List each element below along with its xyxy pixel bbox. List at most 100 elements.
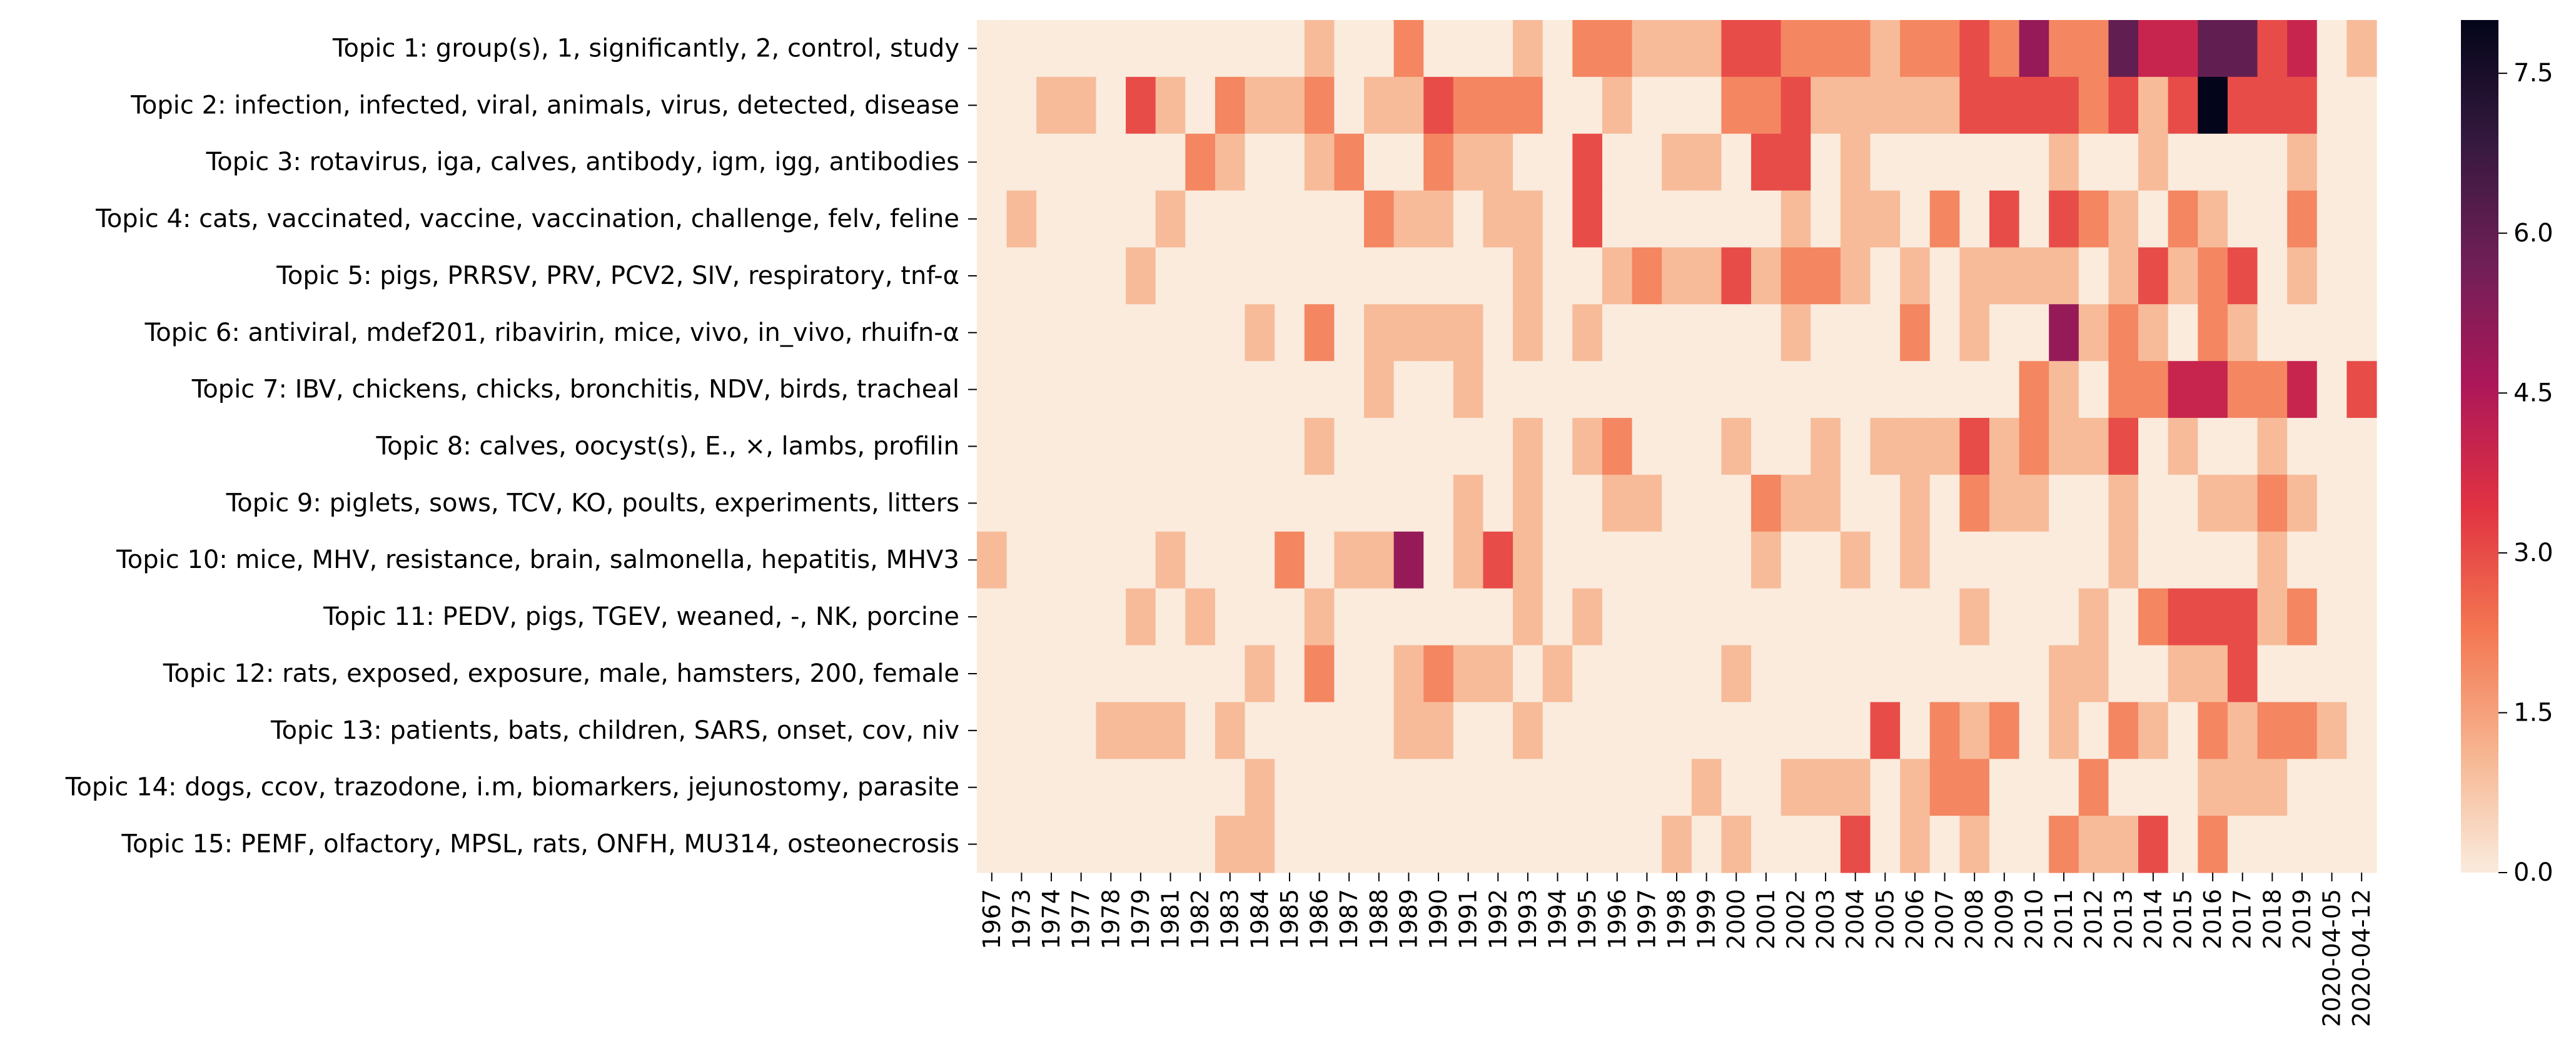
heatmap-cell bbox=[1096, 474, 1126, 532]
colorbar-tick-label: 1.5 bbox=[2513, 698, 2553, 727]
heatmap-cell bbox=[2198, 588, 2228, 646]
heatmap-cell bbox=[2078, 474, 2109, 532]
heatmap-cell bbox=[1542, 645, 1573, 702]
heatmap-cell bbox=[2138, 190, 2169, 248]
heatmap-cell bbox=[2078, 20, 2109, 78]
heatmap-cell bbox=[1006, 816, 1037, 873]
column-label: 1983 bbox=[1216, 889, 1244, 950]
heatmap-cell bbox=[1096, 247, 1126, 305]
heatmap-cell bbox=[1929, 816, 1960, 873]
heatmap-cell bbox=[1215, 588, 1246, 646]
heatmap-cell bbox=[1900, 361, 1931, 418]
heatmap-cell bbox=[1275, 645, 1305, 702]
heatmap-cell bbox=[1275, 304, 1305, 362]
heatmap-cell bbox=[2346, 759, 2377, 816]
heatmap-cell bbox=[1662, 76, 1692, 134]
heatmap-cell bbox=[1542, 133, 1573, 191]
heatmap-cell bbox=[1929, 20, 1960, 78]
heatmap-cell bbox=[1453, 247, 1484, 305]
heatmap-cell bbox=[1483, 702, 1513, 759]
heatmap-cell bbox=[1245, 816, 1275, 873]
heatmap-cell bbox=[1066, 645, 1097, 702]
heatmap-cell bbox=[977, 418, 1008, 475]
heatmap-cell bbox=[1632, 759, 1662, 816]
heatmap-cell bbox=[1959, 133, 1990, 191]
heatmap-cell bbox=[1453, 702, 1484, 759]
column-label: 2006 bbox=[1901, 889, 1929, 950]
column-label: 2020-04-12 bbox=[2348, 889, 2375, 1027]
heatmap-cell bbox=[2019, 759, 2049, 816]
heatmap-cell bbox=[1483, 190, 1513, 248]
heatmap-cell bbox=[2078, 190, 2109, 248]
heatmap-cell bbox=[1215, 20, 1246, 78]
heatmap-cell bbox=[2049, 418, 2079, 475]
heatmap-cell bbox=[1602, 361, 1633, 418]
heatmap-cell bbox=[1483, 759, 1513, 816]
heatmap-cell bbox=[1304, 759, 1335, 816]
heatmap-cell bbox=[1870, 816, 1901, 873]
heatmap-cell bbox=[1245, 133, 1275, 191]
row-label: Topic 11: PEDV, pigs, TGEV, weaned, -, N… bbox=[323, 602, 959, 631]
heatmap-cell bbox=[1483, 645, 1513, 702]
heatmap-cell bbox=[1245, 304, 1275, 362]
heatmap-cell bbox=[977, 190, 1008, 248]
heatmap-cell bbox=[1423, 133, 1454, 191]
heatmap-cell bbox=[1006, 702, 1037, 759]
heatmap-cell bbox=[1245, 531, 1275, 589]
heatmap-cell bbox=[1185, 133, 1216, 191]
heatmap-cell bbox=[1751, 418, 1782, 475]
heatmap-cell bbox=[1006, 133, 1037, 191]
heatmap-cell bbox=[977, 76, 1008, 134]
colorbar-tick-label: 4.5 bbox=[2513, 378, 2553, 407]
heatmap-cell bbox=[1840, 361, 1871, 418]
heatmap-cell bbox=[2019, 588, 2049, 646]
heatmap-cell bbox=[1304, 361, 1335, 418]
heatmap-cell bbox=[2168, 76, 2198, 134]
heatmap-cell bbox=[1959, 588, 1990, 646]
heatmap-cell bbox=[2138, 247, 2169, 305]
heatmap-cell bbox=[1155, 474, 1186, 532]
heatmap-cell bbox=[1483, 418, 1513, 475]
heatmap-cell bbox=[1245, 76, 1275, 134]
heatmap-cell bbox=[1691, 247, 1722, 305]
heatmap-cell bbox=[2346, 361, 2377, 418]
heatmap-cell bbox=[1870, 20, 1901, 78]
heatmap-cell bbox=[1572, 190, 1603, 248]
colorbar-tick-label: 6.0 bbox=[2513, 219, 2553, 248]
heatmap-cell bbox=[1572, 759, 1603, 816]
heatmap-cell bbox=[1602, 133, 1633, 191]
heatmap-cell bbox=[2108, 702, 2139, 759]
heatmap-cell bbox=[1811, 588, 1841, 646]
heatmap-cell bbox=[1780, 20, 1811, 78]
heatmap-cell bbox=[1811, 418, 1841, 475]
heatmap-cell bbox=[1453, 531, 1484, 589]
heatmap-cell bbox=[2198, 247, 2228, 305]
heatmap-cell bbox=[1959, 247, 1990, 305]
heatmap-cell bbox=[2138, 816, 2169, 873]
heatmap-cell bbox=[1155, 304, 1186, 362]
heatmap-cell bbox=[977, 247, 1008, 305]
heatmap-cell bbox=[1691, 588, 1722, 646]
heatmap-cell bbox=[1542, 816, 1573, 873]
heatmap-cell bbox=[1751, 190, 1782, 248]
heatmap-cell bbox=[1929, 702, 1960, 759]
heatmap-cell bbox=[1066, 133, 1097, 191]
heatmap-cell bbox=[2198, 645, 2228, 702]
heatmap-cell bbox=[2019, 816, 2049, 873]
heatmap-cell bbox=[2227, 531, 2258, 589]
heatmap-cell bbox=[1811, 76, 1841, 134]
heatmap-cell bbox=[1721, 247, 1752, 305]
heatmap-cell bbox=[1691, 304, 1722, 362]
heatmap-cell bbox=[1185, 76, 1216, 134]
heatmap-cell bbox=[2138, 418, 2169, 475]
heatmap-cell bbox=[1036, 816, 1067, 873]
heatmap-cell bbox=[1811, 531, 1841, 589]
heatmap-cell bbox=[1751, 361, 1782, 418]
heatmap-cell bbox=[1602, 645, 1633, 702]
heatmap-cell bbox=[1304, 76, 1335, 134]
heatmap-cell bbox=[1989, 418, 2020, 475]
heatmap-cell bbox=[1155, 531, 1186, 589]
heatmap-cell bbox=[2227, 361, 2258, 418]
column-label: 1985 bbox=[1276, 889, 1303, 950]
